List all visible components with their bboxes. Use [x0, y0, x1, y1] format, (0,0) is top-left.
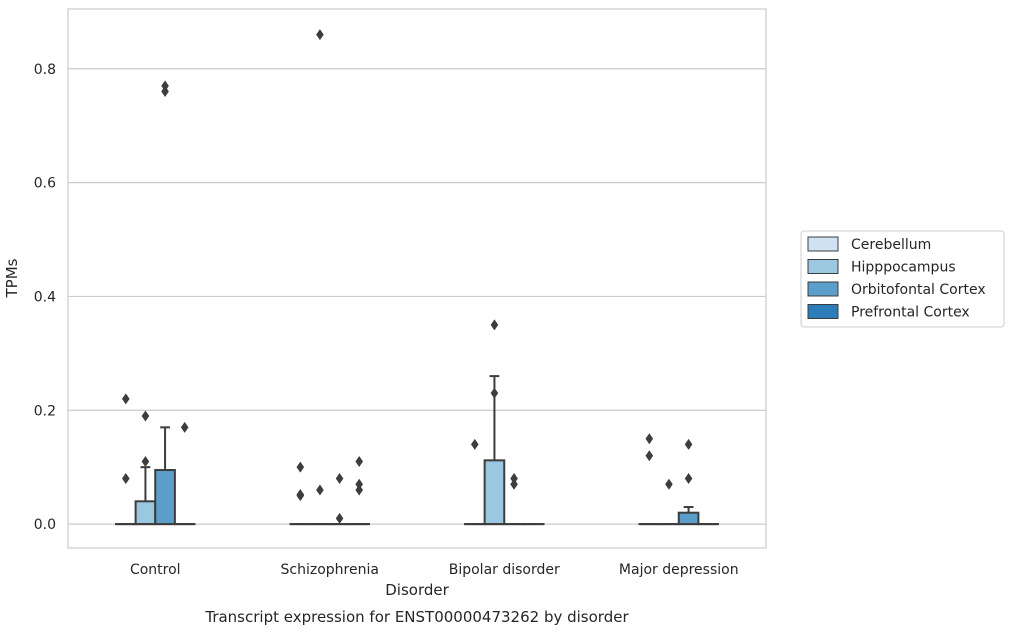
- y-tick-label: 0.0: [34, 517, 56, 533]
- outlier-point: [645, 450, 654, 462]
- x-tick-label: Control: [130, 562, 181, 578]
- outlier-point: [510, 478, 518, 490]
- outlier-point: [122, 393, 130, 405]
- plot-frame: [67, 8, 767, 549]
- outlier-point: [316, 484, 324, 496]
- x-tick-label: Bipolar disorder: [449, 562, 560, 578]
- outlier-point: [335, 512, 344, 524]
- legend-label: Orbitofontal Cortex: [851, 282, 986, 298]
- outlier-point: [665, 478, 673, 490]
- legend-swatch: [807, 236, 839, 252]
- outlier-point: [161, 80, 169, 92]
- y-tick-labels: 0.0 0.2 0.4 0.6 0.8: [34, 62, 56, 533]
- legend-label: Prefrontal Cortex: [851, 305, 970, 321]
- outlier-point: [296, 461, 305, 473]
- outlier-point: [316, 29, 324, 41]
- x-tick-label: Major depression: [619, 562, 739, 578]
- outlier-points: [122, 29, 693, 524]
- y-axis-label: TPMs: [3, 258, 21, 298]
- y-tick-label: 0.4: [34, 289, 56, 305]
- outlier-point: [490, 319, 499, 331]
- outlier-point: [471, 438, 479, 450]
- outlier-point: [490, 387, 499, 399]
- outlier-point: [296, 488, 305, 500]
- box-body: [483, 459, 506, 526]
- legend: Cerebellum Hipppocampus Orbitofontal Corte…: [800, 230, 1005, 328]
- legend-label: Cerebellum: [851, 237, 931, 253]
- outlier-point: [355, 484, 363, 496]
- legend-swatch: [807, 304, 839, 319]
- outlier-point: [122, 473, 130, 485]
- chart-caption: Transcript expression for ENST0000047326…: [204, 608, 629, 626]
- legend-swatch: [807, 259, 839, 274]
- legend-swatch: [807, 281, 839, 297]
- outlier-point: [510, 473, 518, 485]
- outlier-point: [645, 433, 654, 445]
- box-orbitofontal-cortex: [677, 506, 700, 526]
- outlier-point: [141, 455, 150, 467]
- grid-lines: [68, 68, 766, 525]
- outlier-point: [335, 473, 344, 485]
- outlier-point: [180, 421, 189, 433]
- y-tick-label: 0.6: [34, 176, 56, 192]
- outlier-point: [684, 438, 693, 450]
- box-body: [154, 469, 176, 526]
- legend-frame: [800, 230, 1005, 328]
- y-tick-label: 0.8: [34, 62, 56, 78]
- outlier-point: [355, 478, 363, 490]
- outlier-point: [161, 86, 169, 98]
- x-tick-labels: Control Schizophrenia Bipolar disorder Majo…: [130, 562, 739, 578]
- box-hipppocampus: [483, 375, 506, 526]
- outlier-point: [355, 455, 363, 467]
- x-axis-label: Disorder: [385, 581, 449, 599]
- boxes: [114, 375, 720, 526]
- y-tick-label: 0.2: [34, 403, 56, 419]
- box-hipppocampus: [134, 466, 157, 526]
- x-tick-label: Schizophrenia: [281, 562, 379, 578]
- box-body: [677, 511, 700, 526]
- box-orbitofontal-cortex: [154, 426, 176, 526]
- outlier-point: [684, 473, 693, 485]
- legend-label: Hipppocampus: [851, 260, 956, 276]
- outlier-point: [141, 410, 150, 422]
- box-body: [134, 500, 157, 526]
